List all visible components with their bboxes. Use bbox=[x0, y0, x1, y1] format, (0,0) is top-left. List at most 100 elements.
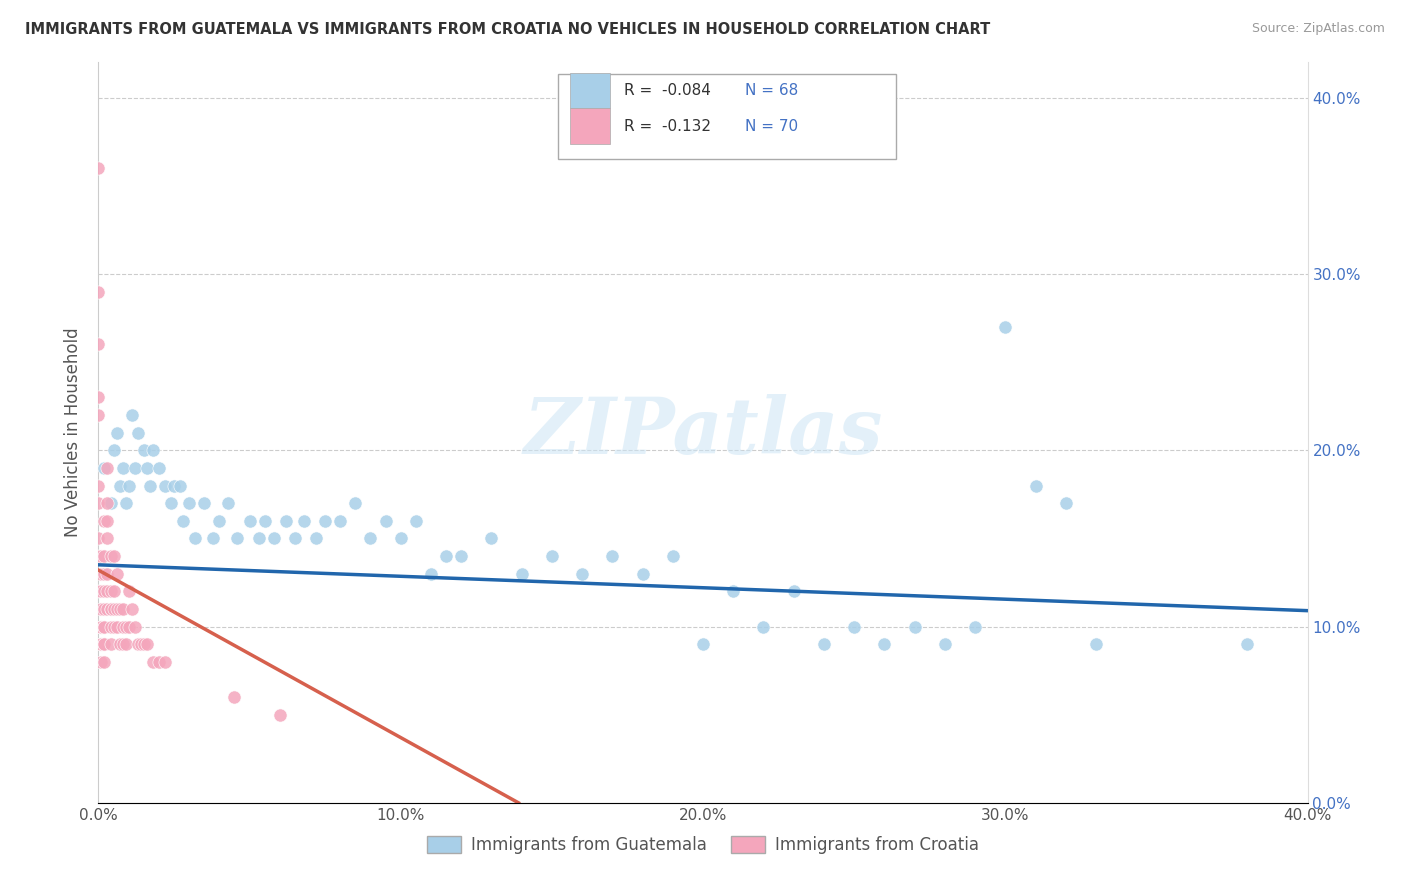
Point bbox=[111, 619, 134, 633]
Text: R =  -0.132: R = -0.132 bbox=[624, 119, 711, 134]
Point bbox=[90, 619, 112, 633]
Point bbox=[111, 637, 134, 651]
Point bbox=[208, 514, 231, 528]
Point bbox=[87, 285, 110, 299]
Point bbox=[87, 337, 110, 351]
Point bbox=[118, 584, 141, 599]
Point bbox=[374, 514, 396, 528]
Point bbox=[103, 602, 125, 616]
Point bbox=[114, 619, 136, 633]
Point bbox=[93, 619, 115, 633]
Point bbox=[100, 496, 122, 510]
Point bbox=[405, 514, 427, 528]
Point bbox=[96, 566, 118, 581]
Point bbox=[96, 532, 118, 546]
Point bbox=[87, 532, 110, 546]
Point bbox=[87, 390, 110, 404]
Point bbox=[1054, 496, 1077, 510]
Point bbox=[100, 619, 122, 633]
Point bbox=[90, 549, 112, 563]
Point bbox=[274, 514, 297, 528]
Point bbox=[93, 549, 115, 563]
Point bbox=[153, 478, 176, 492]
Point bbox=[813, 637, 835, 651]
Point bbox=[389, 532, 412, 546]
Point bbox=[481, 532, 503, 546]
Point bbox=[169, 478, 191, 492]
Point bbox=[100, 602, 122, 616]
Point bbox=[329, 514, 352, 528]
Point bbox=[160, 496, 183, 510]
Point bbox=[631, 566, 654, 581]
Point bbox=[148, 655, 170, 669]
Point bbox=[153, 655, 176, 669]
Point bbox=[105, 619, 128, 633]
Point bbox=[108, 602, 131, 616]
Point bbox=[93, 584, 115, 599]
Point bbox=[108, 637, 131, 651]
Point bbox=[124, 461, 146, 475]
Point bbox=[100, 602, 122, 616]
Point bbox=[93, 637, 115, 651]
Point bbox=[118, 619, 141, 633]
Text: ZIPatlas: ZIPatlas bbox=[523, 394, 883, 471]
Point bbox=[103, 549, 125, 563]
Point bbox=[602, 549, 624, 563]
Text: N = 68: N = 68 bbox=[745, 83, 799, 98]
Point bbox=[87, 549, 110, 563]
Point bbox=[1236, 637, 1258, 651]
Point bbox=[90, 637, 112, 651]
Point bbox=[179, 496, 201, 510]
Point bbox=[132, 637, 155, 651]
Point bbox=[934, 637, 956, 651]
Point bbox=[93, 655, 115, 669]
Point bbox=[96, 496, 118, 510]
Point bbox=[305, 532, 328, 546]
Point bbox=[135, 461, 157, 475]
Point bbox=[114, 496, 136, 510]
Point bbox=[247, 532, 270, 546]
Point bbox=[90, 602, 112, 616]
Point bbox=[224, 690, 246, 704]
Point bbox=[904, 619, 927, 633]
Point bbox=[105, 425, 128, 440]
Point bbox=[142, 655, 165, 669]
Point bbox=[844, 619, 866, 633]
Point bbox=[239, 514, 262, 528]
Text: Source: ZipAtlas.com: Source: ZipAtlas.com bbox=[1251, 22, 1385, 36]
Point bbox=[87, 408, 110, 422]
Point bbox=[90, 619, 112, 633]
Legend: Immigrants from Guatemala, Immigrants from Croatia: Immigrants from Guatemala, Immigrants fr… bbox=[420, 830, 986, 861]
Point bbox=[193, 496, 215, 510]
Point bbox=[121, 602, 143, 616]
Point bbox=[111, 461, 134, 475]
Point bbox=[135, 637, 157, 651]
Point bbox=[87, 478, 110, 492]
Point bbox=[148, 461, 170, 475]
Point bbox=[90, 584, 112, 599]
Point bbox=[87, 161, 110, 176]
Point bbox=[114, 637, 136, 651]
Point bbox=[1024, 478, 1046, 492]
Point bbox=[284, 532, 307, 546]
Point bbox=[93, 602, 115, 616]
Point bbox=[96, 461, 118, 475]
Point bbox=[510, 566, 533, 581]
Point bbox=[540, 549, 562, 563]
Point bbox=[103, 584, 125, 599]
Point bbox=[90, 566, 112, 581]
Point bbox=[87, 496, 110, 510]
Point bbox=[783, 584, 806, 599]
Text: R =  -0.084: R = -0.084 bbox=[624, 83, 711, 98]
Point bbox=[163, 478, 186, 492]
Point bbox=[202, 532, 225, 546]
Point bbox=[127, 637, 149, 651]
Point bbox=[360, 532, 382, 546]
Point bbox=[344, 496, 367, 510]
Point bbox=[129, 637, 152, 651]
Point bbox=[184, 532, 207, 546]
Point bbox=[142, 443, 165, 458]
Point bbox=[139, 478, 162, 492]
Point bbox=[90, 655, 112, 669]
Point bbox=[118, 478, 141, 492]
